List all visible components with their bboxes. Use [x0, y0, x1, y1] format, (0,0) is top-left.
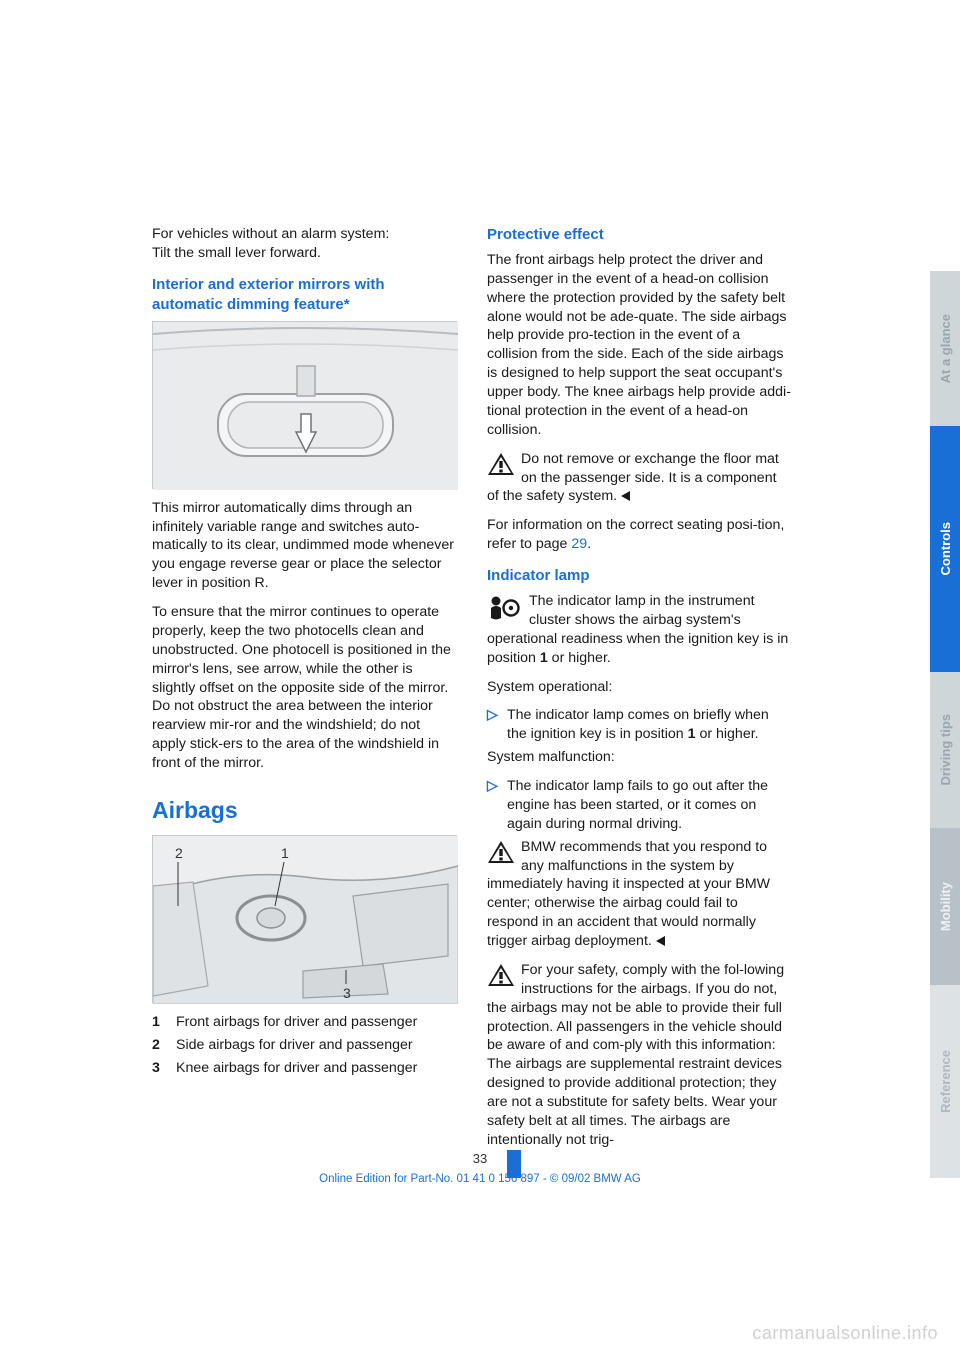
para-mirror-dim: This mirror automatically dims through a…	[152, 499, 457, 593]
text: For information on the correct seating p…	[487, 517, 784, 552]
para-seating-ref: For information on the correct seating p…	[487, 516, 792, 554]
tab-label: Mobility	[938, 882, 953, 931]
page-number: 33	[473, 1151, 487, 1166]
warning-safety-comply: For your safety, comply with the fol-low…	[487, 961, 792, 1150]
page-number-wrap: 33	[0, 1150, 960, 1168]
tab-at-a-glance[interactable]: At a glance	[930, 271, 960, 426]
indicator-lamp-block: The indicator lamp in the instrument clu…	[487, 592, 792, 668]
list-text: The indicator lamp comes on briefly when…	[507, 706, 792, 744]
text: .	[587, 536, 591, 552]
para-alarm-system: For vehicles without an alarm system: Ti…	[152, 225, 457, 263]
heading-mirror: Interior and exterior mirrors with autom…	[152, 275, 457, 315]
warning-icon	[487, 963, 515, 987]
bullet-icon: ▷	[487, 777, 507, 834]
text: Do not remove or exchange the floor mat …	[487, 451, 779, 505]
list-item: 2 Side airbags for driver and passenger	[152, 1036, 457, 1055]
bullet-list-mal: ▷ The indicator lamp fails to go out aft…	[487, 777, 792, 834]
page: At a glance Controls Driving tips Mobili…	[0, 0, 960, 1358]
heading-airbags: Airbags	[152, 795, 457, 826]
bold-text: 1	[688, 726, 696, 742]
text: Tilt the small lever forward.	[152, 245, 321, 261]
tab-label: Reference	[938, 1050, 953, 1113]
left-column: For vehicles without an alarm system: Ti…	[152, 225, 457, 1150]
tab-driving-tips[interactable]: Driving tips	[930, 672, 960, 828]
warning-floor-mat: Do not remove or exchange the floor mat …	[487, 450, 792, 507]
list-num: 2	[152, 1036, 176, 1055]
bullet-list-op: ▷ The indicator lamp comes on briefly wh…	[487, 706, 792, 744]
text: or higher.	[696, 726, 759, 742]
warning-malfunction: BMW recommends that you respond to any m…	[487, 838, 792, 951]
tab-label: Controls	[938, 522, 953, 575]
right-column: Protective effect The front airbags help…	[487, 225, 792, 1150]
list-item: 3 Knee airbags for driver and passenger	[152, 1059, 457, 1078]
svg-text:1: 1	[281, 845, 289, 861]
heading-protective: Protective effect	[487, 225, 792, 245]
para-sys-mal: System malfunction:	[487, 748, 792, 767]
tab-mobility[interactable]: Mobility	[930, 828, 960, 985]
list-item: ▷ The indicator lamp fails to go out aft…	[487, 777, 792, 834]
airbag-list: 1 Front airbags for driver and passenger…	[152, 1013, 457, 1078]
watermark: carmanualsonline.info	[752, 1323, 938, 1344]
text: For your safety, comply with the fol-low…	[487, 962, 784, 1054]
bold-text: 1	[540, 650, 548, 666]
figure-mirror	[152, 321, 457, 489]
airbags-illustration: 1 2 3	[153, 836, 458, 1004]
text: For vehicles without an alarm system:	[152, 226, 389, 242]
svg-text:3: 3	[343, 985, 351, 1001]
text: Interior and exterior mirrors with	[152, 276, 385, 293]
list-item: 1 Front airbags for driver and passenger	[152, 1013, 457, 1032]
bullet-icon: ▷	[487, 706, 507, 744]
list-item: ▷ The indicator lamp comes on briefly wh…	[487, 706, 792, 744]
tab-label: Driving tips	[938, 714, 953, 786]
tab-controls[interactable]: Controls	[930, 426, 960, 672]
online-edition-line: Online Edition for Part-No. 01 41 0 156 …	[0, 1173, 960, 1185]
list-num: 3	[152, 1059, 176, 1078]
text: BMW recommends that you respond to any m…	[487, 839, 770, 949]
figure-airbags: 1 2 3	[152, 835, 457, 1003]
text: The indicator lamp in the instrument clu…	[487, 593, 788, 666]
text: or higher.	[548, 650, 611, 666]
warning-icon	[487, 840, 515, 864]
end-mark-icon	[656, 936, 666, 946]
para-mirror-photocells: To ensure that the mirror continues to o…	[152, 603, 457, 773]
page-link[interactable]: 29	[571, 536, 587, 552]
tab-label: At a glance	[938, 314, 953, 383]
list-text: The indicator lamp fails to go out after…	[507, 777, 792, 834]
text: The airbags are supplemental restraint d…	[487, 1056, 782, 1148]
airbag-indicator-icon	[487, 594, 521, 622]
heading-indicator: Indicator lamp	[487, 566, 792, 586]
list-text: Front airbags for driver and passenger	[176, 1013, 457, 1032]
content-area: For vehicles without an alarm system: Ti…	[152, 225, 792, 1150]
para-sys-op: System operational:	[487, 678, 792, 697]
end-mark-icon	[621, 491, 631, 501]
list-text: Side airbags for driver and passenger	[176, 1036, 457, 1055]
warning-icon	[487, 452, 515, 476]
list-text: Knee airbags for driver and passenger	[176, 1059, 457, 1078]
mirror-illustration	[153, 322, 458, 490]
text: automatic dimming feature*	[152, 296, 350, 313]
list-num: 1	[152, 1013, 176, 1032]
para-protective: The front airbags help protect the drive…	[487, 251, 792, 440]
svg-text:2: 2	[175, 845, 183, 861]
